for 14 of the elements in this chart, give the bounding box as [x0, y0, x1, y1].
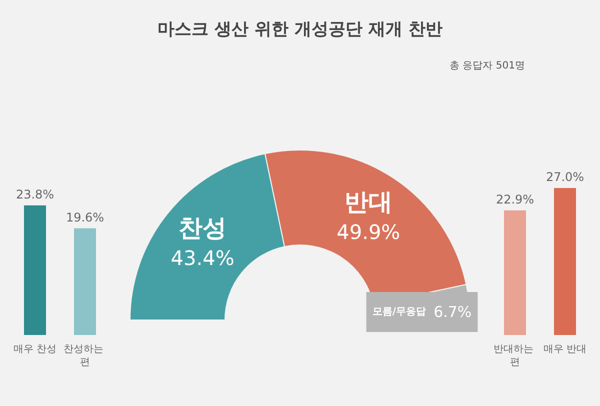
- data-label: 22.9%: [496, 192, 534, 206]
- data-label: 27.0%: [546, 170, 584, 184]
- data-label: 23.8%: [16, 187, 54, 202]
- chart-subtitle: 총 응답자 501명: [450, 60, 526, 72]
- data-label: 49.9%: [336, 220, 400, 244]
- x-tick-label: 반대하는 편: [493, 344, 537, 368]
- chart-title: 마스크 생산 위한 개성공단 재개 찬반: [158, 20, 442, 40]
- slice-label: 찬성: [178, 214, 227, 242]
- x-tick-label: 찬성하는 편: [63, 344, 107, 368]
- data-label: 19.6%: [66, 210, 104, 224]
- x-tick-label: 매우 반대: [543, 344, 587, 355]
- x-tick-label: 매우 찬성: [13, 344, 57, 355]
- slice-label: 반대: [344, 188, 392, 216]
- data-label: 43.4%: [170, 246, 234, 270]
